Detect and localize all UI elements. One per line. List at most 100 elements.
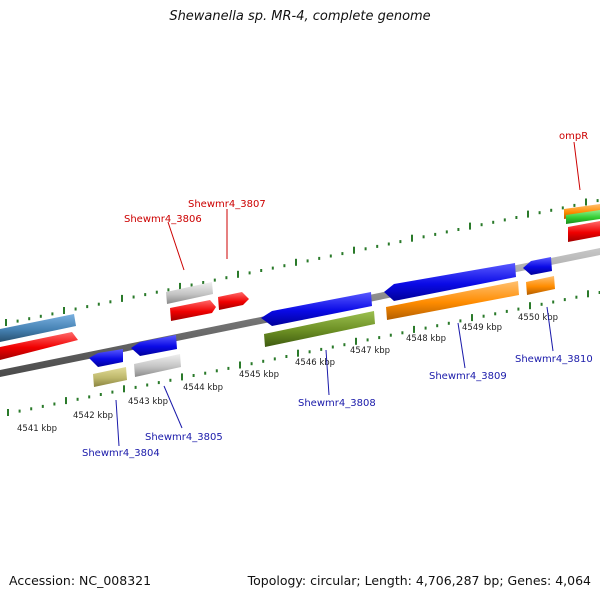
scale-minor-tick (552, 300, 555, 304)
scale-major-tick (527, 210, 529, 218)
scale-minor-tick (389, 333, 392, 337)
upper-scale-track (5, 198, 599, 326)
scale-minor-tick (434, 232, 437, 236)
scale-minor-tick (387, 242, 390, 246)
scale-label: 4546 kbp (295, 358, 335, 368)
gene-shewmr4-3807-red[interactable] (218, 292, 249, 310)
scale-minor-tick (192, 374, 195, 377)
label-leaders (115, 141, 581, 447)
gene-ompr-green[interactable] (566, 210, 600, 224)
scale-label: 4544 kbp (183, 383, 223, 393)
scale-major-tick (123, 385, 125, 393)
scale-major-tick (295, 258, 297, 266)
scale-minor-tick (144, 293, 147, 297)
scale-minor-tick (482, 314, 485, 318)
scale-minor-tick (146, 383, 149, 387)
scale-minor-tick (76, 397, 79, 401)
gene-red-arrow[interactable] (0, 332, 78, 360)
scale-minor-tick (540, 302, 543, 306)
gene-label-shewmr4-3808[interactable]: Shewmr4_3808 (298, 398, 376, 409)
gene-ompr-red[interactable] (568, 221, 600, 242)
gene-shewmr4-3810-blue[interactable] (523, 257, 552, 275)
forward-strand-genes (0, 204, 600, 360)
scale-minor-tick (30, 407, 33, 411)
scale-minor-tick (459, 319, 462, 323)
scale-major-tick (237, 270, 239, 278)
leader-ompr (573, 141, 581, 191)
scale-major-tick (411, 234, 413, 242)
scale-minor-tick (445, 230, 448, 234)
scale-minor-tick (563, 298, 566, 302)
scale-minor-tick (364, 247, 367, 251)
scale-minor-tick (341, 252, 344, 256)
lower-scale-track (7, 290, 600, 416)
gene-shewmr4-3804-khaki[interactable] (93, 367, 127, 387)
gene-shewmr4-3806-red[interactable] (170, 300, 216, 321)
scale-minor-tick (596, 199, 599, 203)
scale-minor-tick (505, 309, 508, 313)
gene-shewmr4-3808-olive[interactable] (264, 311, 375, 347)
scale-minor-tick (306, 259, 309, 263)
scale-major-tick (65, 397, 67, 405)
gene-shewmr4-3806-gray[interactable] (166, 282, 213, 304)
scale-minor-tick (575, 295, 578, 299)
scale-minor-tick (480, 223, 483, 227)
gene-label-shewmr4-3810[interactable]: Shewmr4_3810 (515, 354, 593, 365)
scale-major-tick (181, 373, 183, 381)
scale-label: 4549 kbp (462, 323, 502, 333)
scale-minor-tick (343, 343, 346, 347)
gene-shewmr4-3805-gray[interactable] (134, 354, 181, 377)
scale-major-tick (471, 314, 473, 322)
gene-label-shewmr4-3806[interactable]: Shewmr4_3806 (124, 214, 202, 225)
scale-minor-tick (97, 302, 100, 306)
scale-minor-tick (111, 390, 114, 394)
scale-minor-tick (215, 369, 218, 373)
scale-minor-tick (517, 307, 520, 311)
scale-major-tick (585, 198, 587, 206)
scale-minor-tick (399, 240, 402, 244)
gene-shewmr4-3809-blue[interactable] (384, 263, 516, 301)
scale-minor-tick (204, 371, 207, 375)
scale-minor-tick (515, 216, 518, 219)
scale-minor-tick (28, 317, 31, 321)
genome-summary-text: Topology: circular; Length: 4,706,287 bp… (247, 573, 591, 588)
scale-label: 4550 kbp (518, 313, 558, 323)
scale-minor-tick (436, 324, 439, 328)
scale-minor-tick (366, 338, 369, 342)
gene-shewmr4-3804-blue[interactable] (89, 349, 123, 367)
leader-shewmr4-3808 (325, 349, 330, 396)
genome-title: Shewanella sp. MR-4, complete genome (169, 9, 431, 24)
scale-minor-tick (424, 326, 427, 330)
scale-minor-tick (331, 345, 334, 349)
scale-minor-tick (447, 321, 450, 325)
scale-major-tick (355, 337, 357, 345)
scale-minor-tick (18, 409, 21, 413)
gene-label-shewmr4-3804[interactable]: Shewmr4_3804 (82, 448, 160, 459)
gene-shewmr4-3805-blue[interactable] (131, 335, 177, 356)
leader-shewmr4-3805 (163, 385, 183, 429)
scale-minor-tick (550, 208, 553, 212)
scale-minor-tick (538, 211, 541, 215)
scale-major-tick (239, 361, 241, 369)
scale-minor-tick (378, 336, 381, 340)
scale-label: 4543 kbp (128, 397, 168, 407)
gene-shewmr4-3808-blue[interactable] (261, 292, 372, 326)
gene-label-shewmr4-3805[interactable]: Shewmr4_3805 (145, 432, 223, 443)
gene-shewmr4-3810-orange[interactable] (526, 276, 555, 295)
gene-label-shewmr4-3807[interactable]: Shewmr4_3807 (188, 199, 266, 210)
leader-shewmr4-3804 (115, 399, 120, 447)
scale-major-tick (413, 325, 415, 333)
gene-label-shewmr4-3809[interactable]: Shewmr4_3809 (429, 371, 507, 382)
reverse-strand-genes (89, 257, 555, 387)
gene-label-ompr[interactable]: ompR (559, 131, 588, 142)
scale-major-tick (469, 222, 471, 230)
scale-minor-tick (134, 385, 137, 389)
scale-minor-tick (250, 362, 253, 366)
gene-shewmr4-3809-orange[interactable] (386, 281, 519, 320)
scale-minor-tick (318, 256, 321, 260)
scale-major-tick (353, 246, 355, 254)
scale-minor-tick (74, 307, 77, 311)
scale-minor-tick (271, 266, 274, 270)
gene-steelblue-arrow[interactable] (0, 314, 76, 342)
